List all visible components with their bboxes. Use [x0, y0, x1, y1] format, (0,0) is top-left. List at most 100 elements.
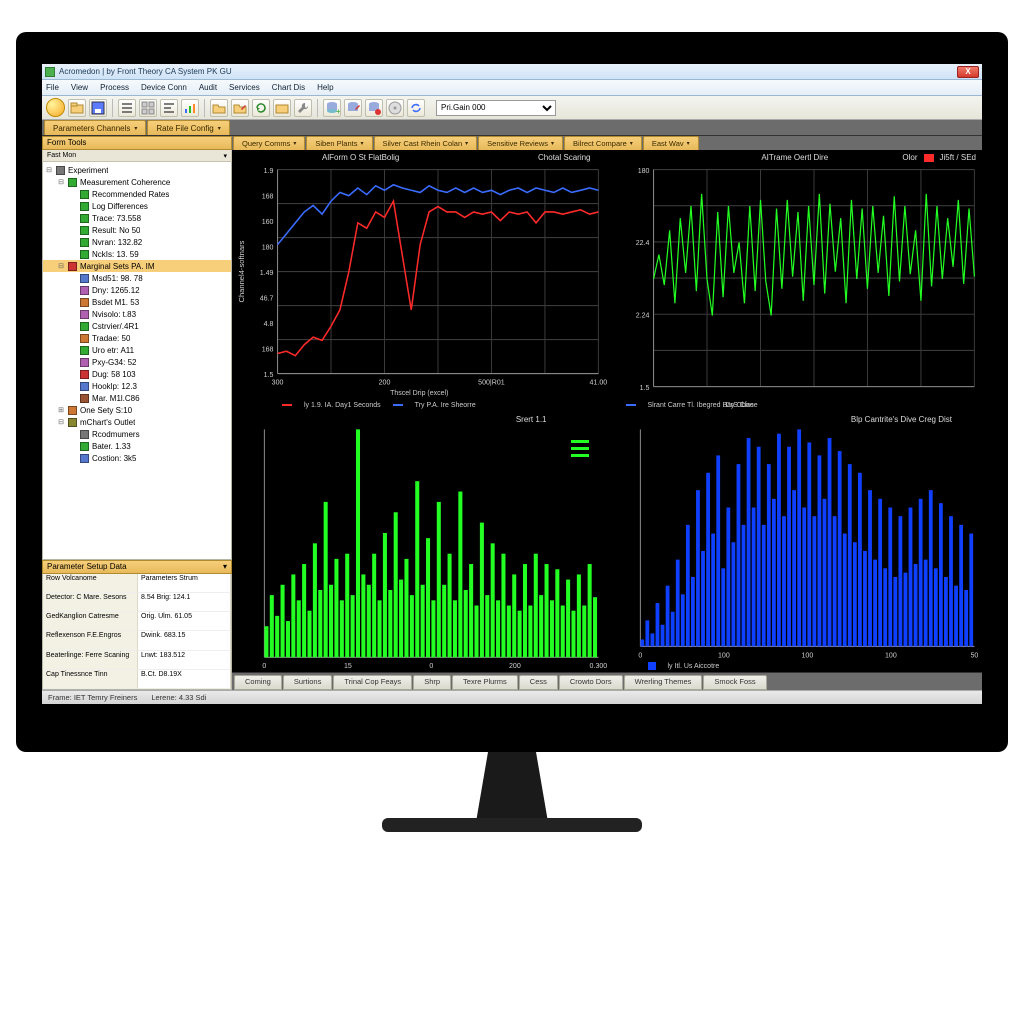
svg-text:180: 180 [262, 242, 274, 251]
menu-services[interactable]: Services [229, 83, 260, 92]
tree-twisty-icon[interactable]: ⊟ [57, 418, 65, 426]
chart-tab[interactable]: Query Comms ▾ [233, 136, 305, 150]
tree-item[interactable]: Recommended Rates [43, 188, 231, 200]
tree-item[interactable]: Cstrvier/.4R1 [43, 320, 231, 332]
chart-tab[interactable]: East Wav ▾ [643, 136, 699, 150]
tree-twisty-icon[interactable]: ⊟ [45, 166, 53, 174]
tree-item[interactable]: Rcodmumers [43, 428, 231, 440]
menu-view[interactable]: View [71, 83, 88, 92]
bottom-tab[interactable]: Wrerling Themes [624, 675, 703, 690]
align-icon[interactable] [160, 99, 178, 117]
tree-item[interactable]: ⊟ Measurement Coherence [43, 176, 231, 188]
tree-item[interactable]: Uro etr: A11 [43, 344, 231, 356]
tree-item[interactable]: Msd51: 98. 78 [43, 272, 231, 284]
tree-item-label: Measurement Coherence [80, 178, 170, 187]
wrench-icon[interactable] [294, 99, 312, 117]
bottom-tab[interactable]: Shrp [413, 675, 451, 690]
property-grid: Row VolcanomeParameters StrumDetector: C… [42, 574, 232, 690]
db-edit-icon[interactable] [344, 99, 362, 117]
open-icon[interactable] [68, 99, 86, 117]
bottom-tab[interactable]: Trinal Cop Feays [333, 675, 412, 690]
tree-item[interactable]: Result: No 50 [43, 224, 231, 236]
tree-item[interactable]: Hooklp: 12.3 [43, 380, 231, 392]
tree-item[interactable]: Costion: 3k5 [43, 452, 231, 464]
prop-value[interactable]: Lnwt: 183.512 [138, 651, 231, 670]
menu-audit[interactable]: Audit [199, 83, 217, 92]
prop-value[interactable]: Orig. Ulm. 61.05 [138, 612, 231, 631]
menu-help[interactable]: Help [317, 83, 333, 92]
svg-text:1.5: 1.5 [639, 383, 649, 392]
folder-icon[interactable] [273, 99, 291, 117]
disk-icon[interactable] [386, 99, 404, 117]
bottom-tab[interactable]: Coming [234, 675, 282, 690]
tree-item[interactable]: ⊟ Marginal Sets PA. IM [43, 260, 231, 272]
refresh-icon[interactable] [252, 99, 270, 117]
gain-dropdown[interactable]: Pri.Gain 000 [436, 100, 556, 116]
tree[interactable]: ⊟Experiment⊟Measurement CoherenceRecomme… [42, 162, 232, 560]
tree-node-icon [68, 418, 77, 427]
tree-twisty-icon[interactable]: ⊟ [57, 178, 65, 186]
chart-tab[interactable]: Silver Cast Rhein Colan ▾ [374, 136, 478, 150]
tree-item[interactable]: Bater. 1.33 [43, 440, 231, 452]
db-stop-icon[interactable] [365, 99, 383, 117]
tree-item[interactable]: ⊟Experiment [43, 164, 231, 176]
tree-item[interactable]: Nvran: 132.82 [43, 236, 231, 248]
chart-tab[interactable]: Siben Plants ▾ [306, 136, 372, 150]
chevron-down-icon[interactable]: ▾ [223, 152, 227, 160]
menu-process[interactable]: Process [100, 83, 129, 92]
prop-value[interactable]: Dwink. 683.15 [138, 631, 231, 650]
chart-tab[interactable]: Bilrect Compare ▾ [564, 136, 642, 150]
chart-tab[interactable]: Sensitive Reviews ▾ [478, 136, 563, 150]
sidebar-panel-title: Form Tools [42, 136, 232, 150]
tree-item[interactable]: Tradae: 50 [43, 332, 231, 344]
list-icon[interactable] [118, 99, 136, 117]
tree-item[interactable]: NckIs: 13. 59 [43, 248, 231, 260]
sync-icon[interactable] [407, 99, 425, 117]
bottom-tab[interactable]: Crowto Dors [559, 675, 623, 690]
menu-file[interactable]: File [46, 83, 59, 92]
folder-edit-icon[interactable] [231, 99, 249, 117]
grid-icon[interactable] [139, 99, 157, 117]
tree-node-icon [68, 406, 77, 415]
monitor-stand [452, 752, 572, 822]
tree-item[interactable]: Dug: 58 103 [43, 368, 231, 380]
tree-twisty-icon[interactable]: ⊟ [57, 262, 65, 270]
tree-twisty-icon[interactable]: ⊞ [57, 406, 65, 414]
chart-icon[interactable] [181, 99, 199, 117]
tree-item-label: NckIs: 13. 59 [92, 250, 139, 259]
sidebar-tab[interactable]: Parameters Channels▾ [44, 120, 146, 135]
chevron-down-icon[interactable]: ▾ [223, 562, 227, 572]
menu-chart-dis[interactable]: Chart Dis [272, 83, 305, 92]
bottom-tab[interactable]: Surtions [283, 675, 333, 690]
window-close-button[interactable]: X [957, 66, 979, 78]
bottom-tab[interactable]: Texre Plurms [452, 675, 518, 690]
tree-item[interactable]: Dny: 1265.12 [43, 284, 231, 296]
tree-item-label: Recommended Rates [92, 190, 169, 199]
tree-node-icon [56, 166, 65, 175]
prop-value[interactable]: B.Ct. D8.19X [138, 670, 231, 689]
tree-item[interactable]: Pxy-G34: 52 [43, 356, 231, 368]
tree-item-label: Marginal Sets PA. IM [80, 262, 155, 271]
folder-open-icon[interactable] [210, 99, 228, 117]
sidebar-tab[interactable]: Rate File Config▾ [147, 120, 229, 135]
tree-item[interactable]: Trace: 73.558 [43, 212, 231, 224]
tree-node-icon [80, 370, 89, 379]
tree-item[interactable]: Log Differences [43, 200, 231, 212]
tree-item[interactable]: Mar. M1l.C86 [43, 392, 231, 404]
tree-item[interactable]: Bsdet M1. 53 [43, 296, 231, 308]
prop-value[interactable]: Parameters Strum [138, 574, 231, 593]
db-add-icon[interactable]: + [323, 99, 341, 117]
menu-device-conn[interactable]: Device Conn [141, 83, 187, 92]
tree-node-icon [80, 286, 89, 295]
tree-item[interactable]: ⊞One Sety S:10 [43, 404, 231, 416]
svg-text:300: 300 [272, 377, 284, 386]
tree-item[interactable]: ⊟mChart's Outlet [43, 416, 231, 428]
save-icon[interactable] [89, 99, 107, 117]
prop-value[interactable]: 8.54 Brig: 124.1 [138, 593, 231, 612]
bottom-tab[interactable]: Smock Foss [703, 675, 766, 690]
chart-area: Query Comms ▾Siben Plants ▾Silver Cast R… [232, 136, 982, 690]
record-button[interactable] [46, 98, 65, 117]
bottom-tab[interactable]: Cess [519, 675, 558, 690]
property-panel: Parameter Setup Data ▾ Row VolcanomePara… [42, 560, 232, 690]
tree-item[interactable]: Nvisolo: t.83 [43, 308, 231, 320]
